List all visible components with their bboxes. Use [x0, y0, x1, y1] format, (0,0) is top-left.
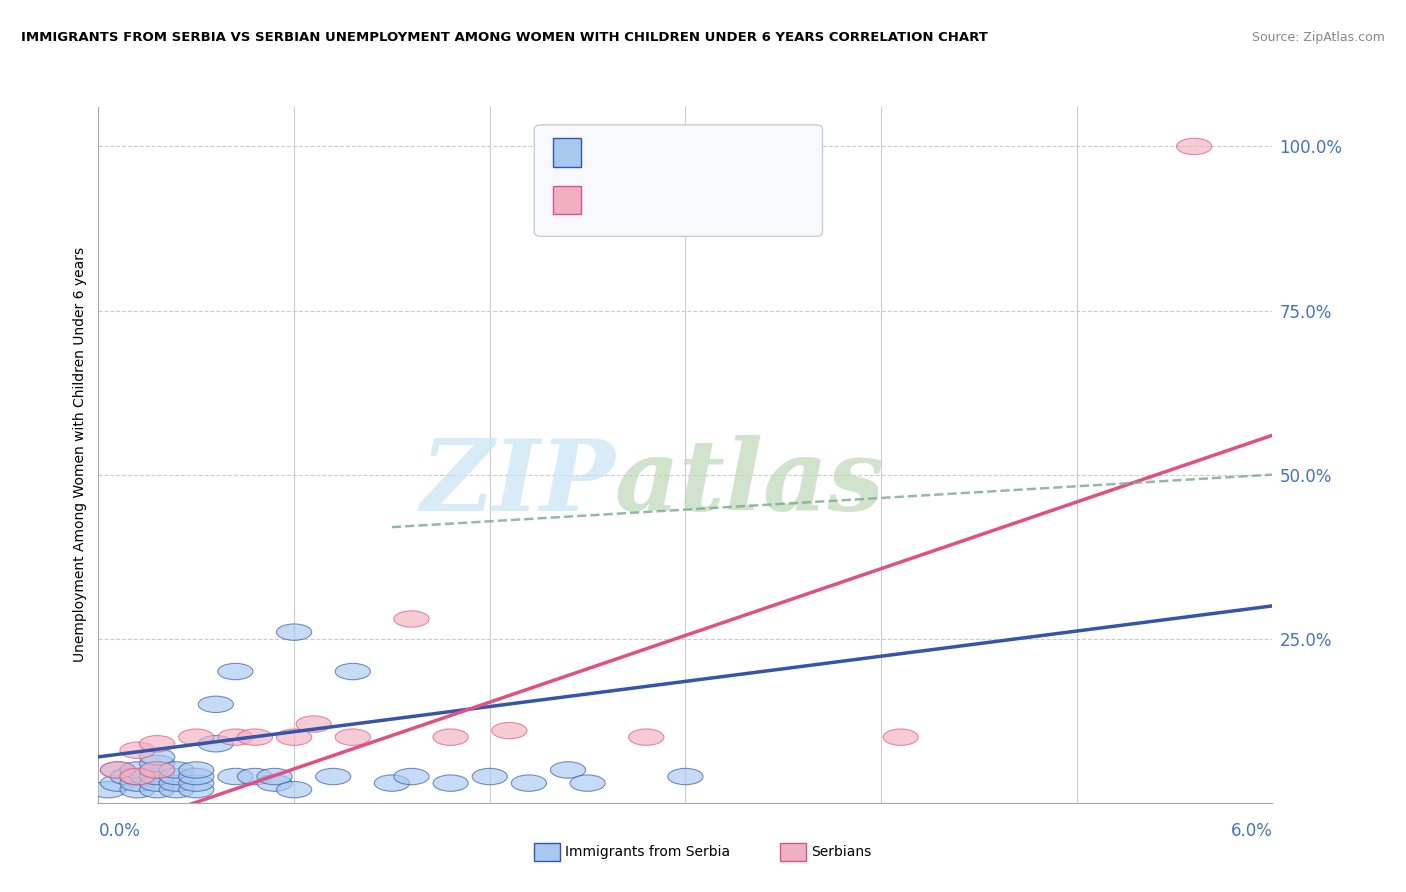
Ellipse shape — [139, 781, 174, 797]
Ellipse shape — [139, 768, 174, 785]
Ellipse shape — [668, 768, 703, 785]
Ellipse shape — [120, 775, 155, 791]
Ellipse shape — [315, 768, 352, 785]
Ellipse shape — [472, 768, 508, 785]
Ellipse shape — [120, 742, 155, 758]
Ellipse shape — [179, 729, 214, 746]
Text: 6.0%: 6.0% — [1230, 822, 1272, 840]
Ellipse shape — [120, 781, 155, 797]
Ellipse shape — [179, 775, 214, 791]
Ellipse shape — [1177, 138, 1212, 154]
Text: Immigrants from Serbia: Immigrants from Serbia — [565, 845, 730, 859]
Ellipse shape — [120, 762, 155, 778]
Ellipse shape — [100, 762, 135, 778]
Ellipse shape — [257, 768, 292, 785]
Ellipse shape — [100, 775, 135, 791]
Ellipse shape — [139, 762, 174, 778]
Ellipse shape — [883, 729, 918, 746]
Ellipse shape — [179, 781, 214, 797]
Ellipse shape — [179, 762, 214, 778]
Ellipse shape — [159, 781, 194, 797]
Ellipse shape — [120, 768, 155, 785]
Ellipse shape — [179, 768, 214, 785]
Text: Serbians: Serbians — [811, 845, 872, 859]
Ellipse shape — [512, 775, 547, 791]
Text: Source: ZipAtlas.com: Source: ZipAtlas.com — [1251, 31, 1385, 45]
Ellipse shape — [139, 762, 174, 778]
Text: R =  0.464   N = 17: R = 0.464 N = 17 — [589, 190, 780, 208]
Ellipse shape — [110, 768, 145, 785]
Ellipse shape — [198, 696, 233, 713]
Ellipse shape — [139, 748, 174, 765]
Text: ZIP: ZIP — [420, 434, 614, 531]
Ellipse shape — [238, 768, 273, 785]
Ellipse shape — [394, 768, 429, 785]
Ellipse shape — [569, 775, 605, 791]
Text: 0.0%: 0.0% — [98, 822, 141, 840]
Ellipse shape — [374, 775, 409, 791]
Ellipse shape — [218, 664, 253, 680]
Ellipse shape — [159, 775, 194, 791]
Text: atlas: atlas — [614, 434, 884, 531]
Text: R =  0.431   N = 42: R = 0.431 N = 42 — [589, 143, 780, 161]
Ellipse shape — [492, 723, 527, 739]
Ellipse shape — [198, 736, 233, 752]
Ellipse shape — [129, 768, 165, 785]
Ellipse shape — [335, 729, 370, 746]
Ellipse shape — [277, 729, 312, 746]
Ellipse shape — [297, 715, 332, 732]
Ellipse shape — [90, 781, 125, 797]
Ellipse shape — [159, 768, 194, 785]
Ellipse shape — [277, 781, 312, 797]
Ellipse shape — [139, 736, 174, 752]
Ellipse shape — [238, 729, 273, 746]
Ellipse shape — [335, 664, 370, 680]
Ellipse shape — [159, 762, 194, 778]
Text: IMMIGRANTS FROM SERBIA VS SERBIAN UNEMPLOYMENT AMONG WOMEN WITH CHILDREN UNDER 6: IMMIGRANTS FROM SERBIA VS SERBIAN UNEMPL… — [21, 31, 988, 45]
Ellipse shape — [120, 768, 155, 785]
Ellipse shape — [277, 624, 312, 640]
Ellipse shape — [100, 762, 135, 778]
Ellipse shape — [550, 762, 586, 778]
Ellipse shape — [433, 729, 468, 746]
Y-axis label: Unemployment Among Women with Children Under 6 years: Unemployment Among Women with Children U… — [73, 247, 87, 663]
Ellipse shape — [433, 775, 468, 791]
Ellipse shape — [394, 611, 429, 627]
Ellipse shape — [257, 775, 292, 791]
Ellipse shape — [628, 729, 664, 746]
Ellipse shape — [218, 729, 253, 746]
Ellipse shape — [139, 775, 174, 791]
Ellipse shape — [139, 756, 174, 772]
Ellipse shape — [218, 768, 253, 785]
